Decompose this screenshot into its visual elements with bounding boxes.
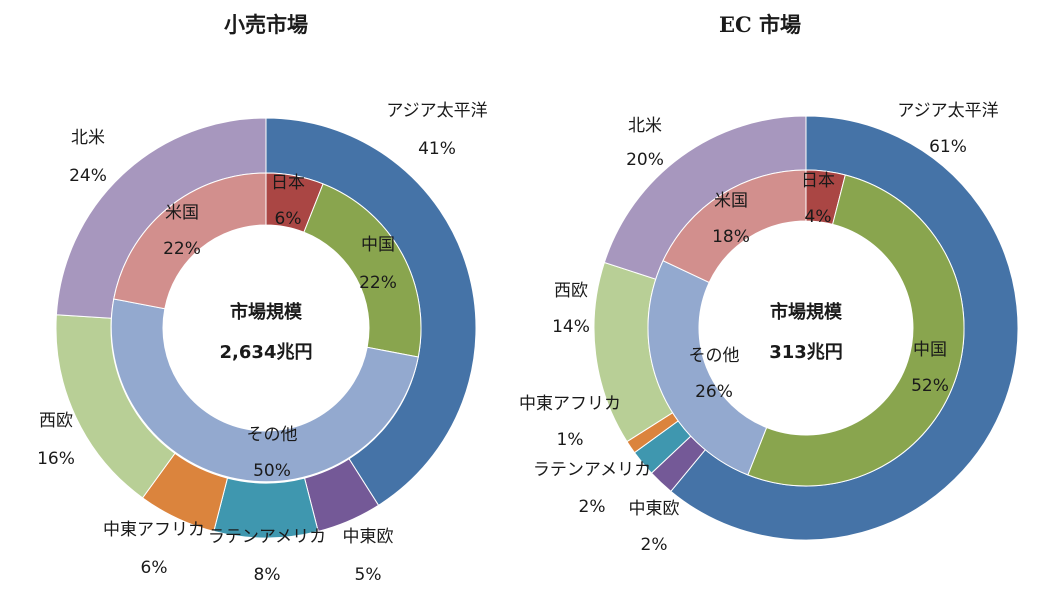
svg-text:22%: 22% xyxy=(359,273,397,293)
slice-label-other: その他 26% xyxy=(689,346,740,402)
slice-label-china: 中国 22% xyxy=(359,235,397,293)
svg-text:中東アフリカ: 中東アフリカ xyxy=(103,520,205,540)
inner-slice-china xyxy=(747,174,965,487)
svg-text:米国: 米国 xyxy=(165,203,199,223)
center-value: 313兆円 xyxy=(769,342,843,363)
svg-text:41%: 41% xyxy=(418,139,456,159)
slice-label-central-eastern-europe: 中東欧 5% xyxy=(343,527,394,585)
svg-text:4%: 4% xyxy=(805,207,832,227)
svg-text:その他: その他 xyxy=(689,346,740,366)
slice-label-other: その他 50% xyxy=(247,425,298,481)
slice-label-western-europe: 西欧 14% xyxy=(552,281,590,337)
svg-text:北米: 北米 xyxy=(71,128,105,148)
svg-text:2%: 2% xyxy=(641,535,668,555)
svg-text:26%: 26% xyxy=(695,382,733,402)
svg-text:中国: 中国 xyxy=(913,340,947,360)
slice-label-latin-america: ラテンアメリカ 2% xyxy=(533,460,651,517)
svg-text:20%: 20% xyxy=(626,150,664,170)
chart-slices xyxy=(55,117,477,539)
svg-text:61%: 61% xyxy=(929,137,967,157)
svg-text:北米: 北米 xyxy=(628,116,662,136)
slice-label-western-europe: 西欧 16% xyxy=(37,411,75,469)
ec-market-chart: EC 市場 市場規模 313兆円 アジア太平洋 61% 中東欧 2% ラテンアメ… xyxy=(519,12,1019,555)
svg-text:22%: 22% xyxy=(163,239,201,259)
svg-text:日本: 日本 xyxy=(801,171,835,191)
slice-label-north-america: 北米 20% xyxy=(626,116,664,170)
slice-label-latin-america: ラテンアメリカ 8% xyxy=(208,527,326,585)
slice-label-asia-pacific: アジア太平洋 41% xyxy=(386,101,487,159)
inner-slice-other xyxy=(110,298,419,483)
svg-text:中国: 中国 xyxy=(361,235,395,255)
svg-text:14%: 14% xyxy=(552,317,590,337)
slice-label-middle-east-africa: 中東アフリカ 1% xyxy=(519,394,621,450)
slice-label-central-eastern-europe: 中東欧 2% xyxy=(629,499,680,555)
svg-text:1%: 1% xyxy=(557,430,584,450)
svg-text:24%: 24% xyxy=(69,166,107,186)
svg-text:5%: 5% xyxy=(355,565,382,585)
chart-title: EC 市場 xyxy=(719,12,801,37)
svg-text:中東欧: 中東欧 xyxy=(343,527,394,547)
svg-text:その他: その他 xyxy=(247,425,298,445)
inner-slice-usa xyxy=(113,172,267,310)
slice-label-usa: 米国 22% xyxy=(163,203,201,259)
center-label: 市場規模 xyxy=(770,301,843,323)
svg-text:50%: 50% xyxy=(253,461,291,481)
slice-label-usa: 米国 18% xyxy=(712,191,750,247)
center-label: 市場規模 xyxy=(230,301,303,323)
svg-text:米国: 米国 xyxy=(714,191,748,211)
slice-label-north-america: 北米 24% xyxy=(69,128,107,186)
svg-text:6%: 6% xyxy=(275,209,302,229)
svg-text:西欧: 西欧 xyxy=(39,411,73,431)
svg-text:アジア太平洋: アジア太平洋 xyxy=(386,101,487,121)
chart-slices xyxy=(593,115,1019,541)
svg-text:アジア太平洋: アジア太平洋 xyxy=(897,101,998,121)
svg-text:16%: 16% xyxy=(37,449,75,469)
svg-text:6%: 6% xyxy=(141,558,168,578)
center-value: 2,634兆円 xyxy=(220,342,313,363)
slice-label-china: 中国 52% xyxy=(911,340,949,396)
slice-label-middle-east-africa: 中東アフリカ 6% xyxy=(103,520,205,578)
svg-text:中東アフリカ: 中東アフリカ xyxy=(519,394,621,414)
chart-title: 小売市場 xyxy=(224,12,308,37)
slice-label-japan: 日本 6% xyxy=(271,173,305,229)
slice-label-asia-pacific: アジア太平洋 61% xyxy=(897,101,998,157)
svg-text:西欧: 西欧 xyxy=(554,281,588,301)
svg-text:2%: 2% xyxy=(579,497,606,517)
svg-text:ラテンアメリカ: ラテンアメリカ xyxy=(208,527,326,547)
inner-slice-usa xyxy=(662,169,807,284)
slice-label-japan: 日本 4% xyxy=(801,171,835,227)
retail-market-chart: 小売市場 市場規模 2,634兆円 アジア太平洋 41% 中東欧 5% ラテンア… xyxy=(37,12,488,585)
svg-text:8%: 8% xyxy=(254,565,281,585)
svg-text:日本: 日本 xyxy=(271,173,305,193)
svg-text:ラテンアメリカ: ラテンアメリカ xyxy=(533,460,651,480)
svg-text:52%: 52% xyxy=(911,376,949,396)
svg-text:18%: 18% xyxy=(712,227,750,247)
svg-text:中東欧: 中東欧 xyxy=(629,499,680,519)
